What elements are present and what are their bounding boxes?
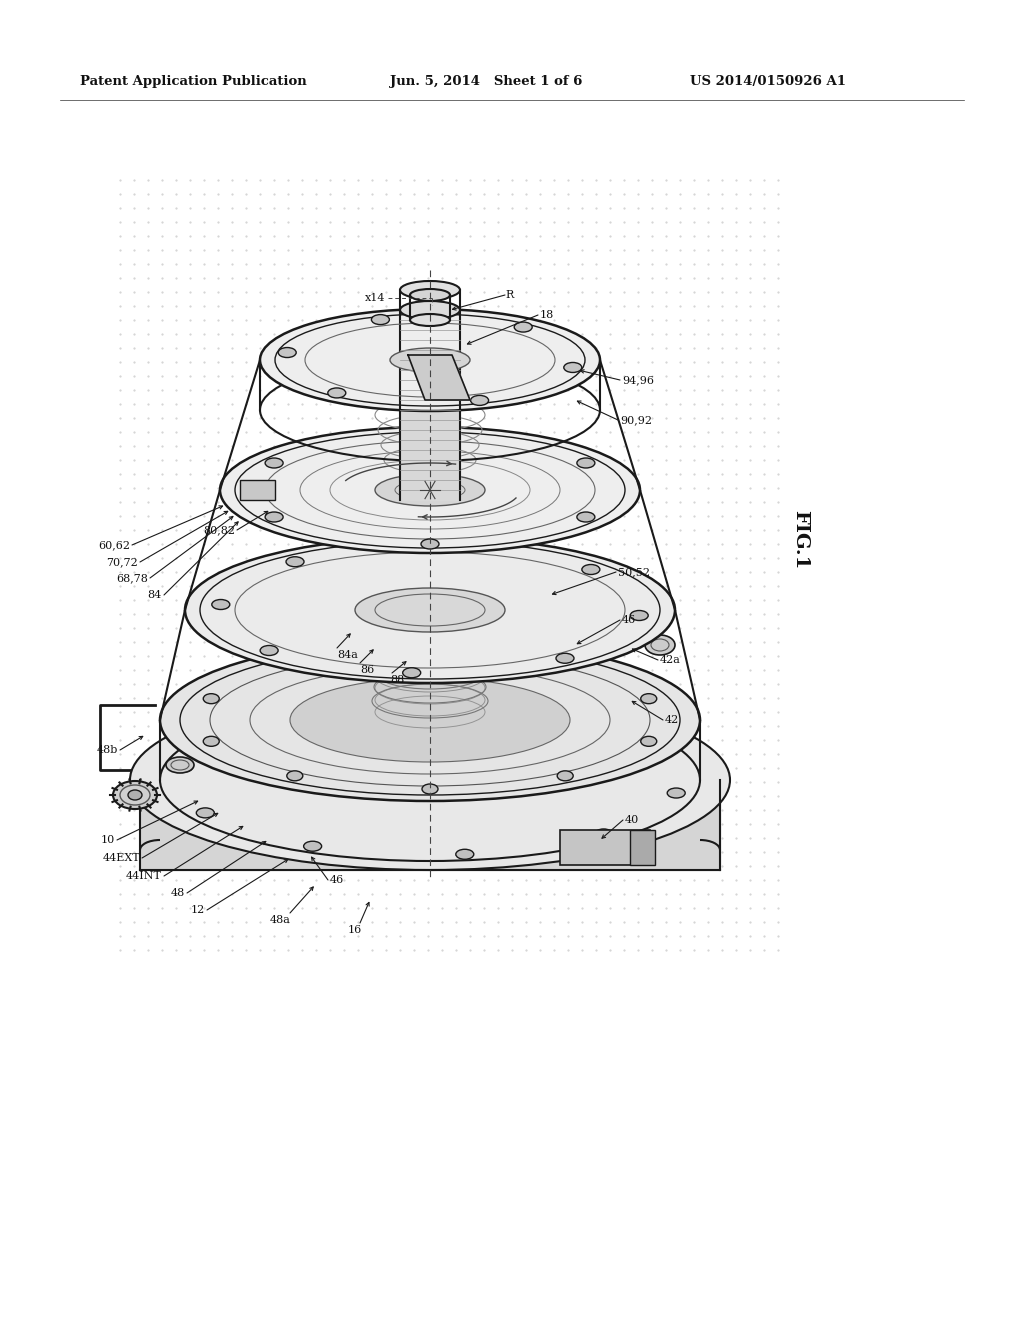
Text: 16: 16	[348, 925, 362, 935]
Ellipse shape	[630, 610, 648, 620]
Ellipse shape	[372, 314, 389, 325]
Ellipse shape	[539, 709, 556, 719]
Ellipse shape	[185, 537, 675, 682]
Ellipse shape	[203, 737, 219, 746]
Text: 94,96: 94,96	[622, 375, 654, 385]
Ellipse shape	[421, 432, 439, 441]
Ellipse shape	[328, 388, 346, 397]
Text: 40: 40	[625, 814, 639, 825]
Ellipse shape	[577, 512, 595, 521]
Ellipse shape	[439, 543, 458, 552]
Text: 48b: 48b	[96, 744, 118, 755]
Ellipse shape	[402, 668, 421, 677]
Text: 80,82: 80,82	[203, 525, 234, 535]
Ellipse shape	[390, 348, 470, 372]
Text: FIG.1: FIG.1	[791, 511, 809, 570]
Ellipse shape	[641, 737, 656, 746]
Text: 10: 10	[100, 836, 115, 845]
Ellipse shape	[279, 347, 296, 358]
FancyBboxPatch shape	[630, 830, 655, 865]
Ellipse shape	[160, 639, 700, 801]
Text: 90,92: 90,92	[620, 414, 652, 425]
Text: 12: 12	[190, 906, 205, 915]
Text: 60,62: 60,62	[98, 540, 130, 550]
Text: 84: 84	[147, 590, 162, 601]
Ellipse shape	[456, 849, 474, 859]
Text: Jun. 5, 2014   Sheet 1 of 6: Jun. 5, 2014 Sheet 1 of 6	[390, 75, 583, 88]
Text: 68,78: 68,78	[116, 573, 148, 583]
Text: US 2014/0150926 A1: US 2014/0150926 A1	[690, 75, 846, 88]
Text: 44EXT: 44EXT	[102, 853, 140, 863]
Ellipse shape	[248, 721, 265, 731]
Text: 86: 86	[360, 665, 374, 675]
Ellipse shape	[668, 788, 685, 799]
Ellipse shape	[175, 762, 193, 772]
Text: 70,72: 70,72	[106, 557, 138, 568]
Text: 18: 18	[540, 310, 554, 319]
Polygon shape	[140, 780, 720, 870]
FancyBboxPatch shape	[560, 830, 650, 865]
Ellipse shape	[582, 565, 600, 574]
Ellipse shape	[557, 771, 573, 781]
Text: R: R	[505, 290, 513, 300]
Text: 50,52: 50,52	[618, 568, 650, 577]
Text: Patent Application Publication: Patent Application Publication	[80, 75, 307, 88]
Ellipse shape	[290, 678, 570, 762]
Ellipse shape	[212, 599, 229, 610]
Ellipse shape	[641, 694, 656, 704]
Ellipse shape	[410, 314, 450, 326]
Text: 42a: 42a	[660, 655, 681, 665]
Ellipse shape	[577, 458, 595, 469]
Ellipse shape	[645, 635, 675, 655]
Ellipse shape	[564, 363, 582, 372]
Text: 88: 88	[390, 675, 404, 685]
Ellipse shape	[260, 645, 279, 656]
Text: 44INT: 44INT	[126, 871, 162, 880]
Ellipse shape	[166, 756, 194, 774]
Ellipse shape	[197, 808, 214, 818]
Ellipse shape	[128, 789, 142, 800]
Text: 48: 48	[171, 888, 185, 898]
Ellipse shape	[304, 841, 322, 851]
Text: 84a: 84a	[337, 649, 357, 660]
Ellipse shape	[203, 694, 219, 704]
Text: 48a: 48a	[269, 915, 291, 925]
Ellipse shape	[400, 281, 460, 300]
Ellipse shape	[514, 322, 532, 333]
Ellipse shape	[421, 539, 439, 549]
Ellipse shape	[220, 426, 640, 553]
Polygon shape	[400, 310, 460, 500]
Ellipse shape	[260, 309, 600, 411]
Text: x14: x14	[365, 293, 385, 304]
Ellipse shape	[265, 512, 283, 521]
Ellipse shape	[265, 458, 283, 469]
Text: 46: 46	[622, 615, 636, 624]
Text: 46: 46	[330, 875, 344, 884]
Ellipse shape	[422, 645, 438, 656]
Text: 42: 42	[665, 715, 679, 725]
Ellipse shape	[556, 653, 574, 663]
Ellipse shape	[386, 701, 404, 710]
FancyBboxPatch shape	[240, 480, 275, 500]
Ellipse shape	[471, 396, 488, 405]
Ellipse shape	[287, 659, 303, 669]
Ellipse shape	[557, 659, 573, 669]
Ellipse shape	[130, 690, 730, 870]
Ellipse shape	[375, 474, 485, 506]
Ellipse shape	[113, 781, 157, 809]
Ellipse shape	[287, 771, 303, 781]
Ellipse shape	[646, 742, 664, 752]
Polygon shape	[408, 355, 470, 400]
Ellipse shape	[286, 557, 304, 566]
Ellipse shape	[595, 829, 612, 840]
Ellipse shape	[355, 587, 505, 632]
Ellipse shape	[422, 784, 438, 795]
Ellipse shape	[400, 301, 460, 319]
Ellipse shape	[410, 289, 450, 301]
